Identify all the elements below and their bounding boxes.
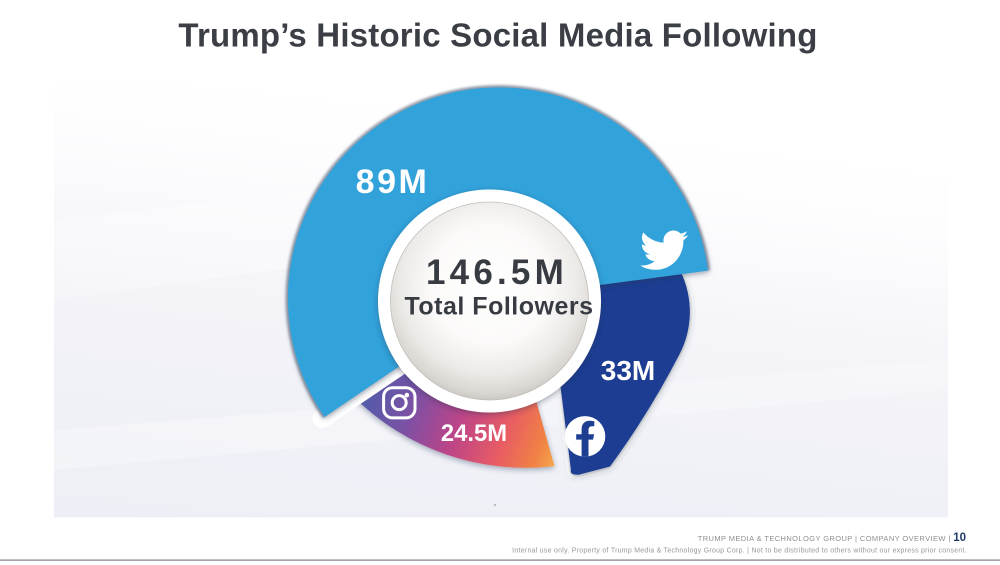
svg-text:146.5M: 146.5M xyxy=(426,253,568,292)
svg-text:Internal use only. Property of: Internal use only. Property of Trump Med… xyxy=(512,547,967,554)
svg-text:Trump’s Historic Social Media: Trump’s Historic Social Media Following xyxy=(178,17,817,54)
svg-text:Total Followers: Total Followers xyxy=(405,293,594,321)
svg-text:33M: 33M xyxy=(601,355,655,386)
svg-text:89M: 89M xyxy=(356,163,430,201)
svg-text:24.5M: 24.5M xyxy=(441,420,507,447)
svg-text:TRUMP MEDIA & TECHNOLOGY GROUP: TRUMP MEDIA & TECHNOLOGY GROUP | COMPANY… xyxy=(698,532,966,544)
